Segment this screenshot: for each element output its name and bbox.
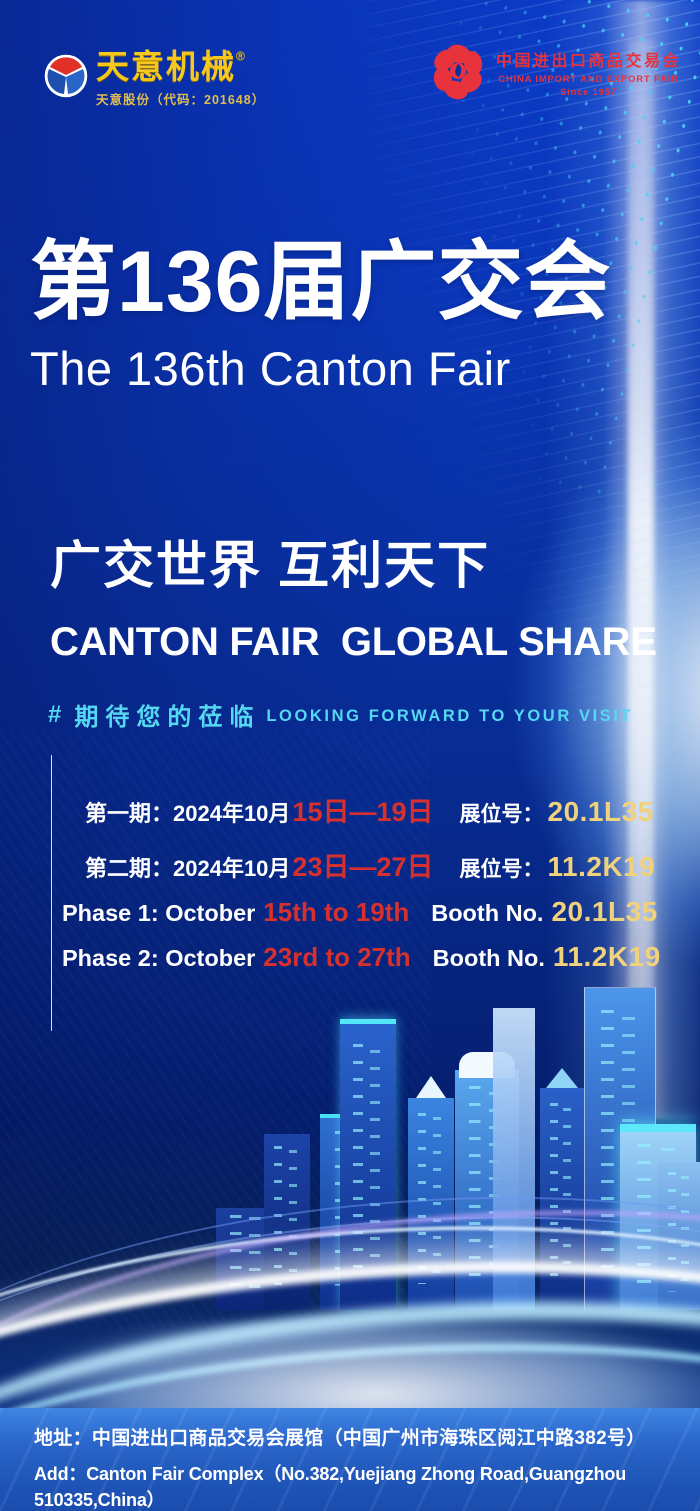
phase-prefix: Phase 2: October [62, 945, 256, 971]
company-name: 天意机械® [96, 48, 265, 85]
slogan-chinese: 广交世界 互利天下 [50, 537, 491, 594]
building [264, 1134, 310, 1310]
invitation-english: LOOKING FORWARD TO YOUR VISIT [266, 706, 634, 725]
schedule-row-phase2-en: Phase 2: October 23rd to 27th Booth No. … [62, 941, 661, 973]
invitation-chinese: 期待您的莅临 [74, 704, 261, 731]
booth-label: Booth No. [432, 945, 545, 971]
building [540, 1068, 584, 1310]
registered-trademark-mark: ® [236, 49, 247, 63]
invitation-line: # 期待您的莅临 LOOKING FORWARD TO YOUR VISIT [48, 697, 633, 732]
building [340, 1019, 396, 1310]
building [658, 1162, 700, 1310]
booth-number: 11.2K19 [552, 941, 661, 972]
city-skyline-illustration [0, 975, 700, 1310]
booth-number: 20.1L35 [547, 796, 654, 827]
building [408, 1076, 454, 1310]
phase-dates: 23rd to 27th [263, 942, 411, 972]
building [493, 1008, 535, 1310]
kapok-flower-icon [433, 44, 483, 100]
schedule-left-rule [51, 755, 52, 1031]
main-title-chinese: 第136届广交会 [30, 234, 612, 330]
booth-label: 展位号： [459, 803, 544, 826]
schedule-english: Phase 1: October 15th to 19th Booth No. … [62, 896, 661, 986]
schedule-chinese: 第一期：2024年10月 15日—19日 展位号： 20.1L35 第二期：20… [85, 790, 655, 900]
address-english: Add：Canton Fair Complex（No.382,Yuejiang … [34, 1463, 627, 1510]
schedule-row-phase1-cn: 第一期：2024年10月 15日—19日 展位号： 20.1L35 [85, 790, 655, 829]
booth-label: 展位号： [459, 858, 544, 881]
company-logo-icon [44, 54, 88, 98]
canton-fair-logo-text: 中国进出口商品交易会 CHINA IMPORT AND EXPORT FAIR … [496, 47, 681, 97]
address-chinese: 地址：中国进出口商品交易会展馆（中国广州市海珠区阅江中路382号） [34, 1428, 646, 1449]
fair-name-english: CHINA IMPORT AND EXPORT FAIR [498, 74, 679, 85]
fair-since-label: Since 1957 [560, 87, 617, 97]
booth-number: 11.2K19 [547, 851, 656, 882]
schedule-row-phase1-en: Phase 1: October 15th to 19th Booth No. … [62, 896, 661, 928]
headline-block: 第136届广交会 The 136th Canton Fair [30, 236, 612, 396]
slogan-english: CANTON FAIR GLOBAL SHARE [50, 620, 657, 664]
phase-prefix: 第一期：2024年10月 [85, 801, 291, 826]
phase-prefix: Phase 1: October [62, 900, 256, 926]
slogan-block: 广交世界 互利天下 CANTON FAIR GLOBAL SHARE [50, 524, 657, 665]
phase-prefix: 第二期：2024年10月 [85, 856, 291, 881]
canton-fair-logo: 中国进出口商品交易会 CHINA IMPORT AND EXPORT FAIR … [428, 40, 681, 104]
hash-mark: # [48, 700, 62, 728]
phase-dates: 15日—19日 [292, 797, 434, 827]
schedule-row-phase2-cn: 第二期：2024年10月 23日—27日 展位号： 11.2K19 [85, 845, 655, 884]
booth-label: Booth No. [431, 900, 544, 926]
fair-name-chinese: 中国进出口商品交易会 [496, 53, 682, 70]
company-name-text: 天意机械 [96, 48, 236, 85]
booth-number: 20.1L35 [551, 896, 658, 927]
phase-dates: 23日—27日 [292, 852, 434, 882]
main-title-english: The 136th Canton Fair [30, 341, 511, 395]
company-logo-text: 天意机械® 天意股份（代码：201648） [96, 48, 266, 108]
phase-dates: 15th to 19th [263, 897, 410, 927]
company-logo: 天意机械® 天意股份（代码：201648） [44, 48, 266, 108]
header: 天意机械® 天意股份（代码：201648） [0, 0, 700, 130]
address-footer: 地址：中国进出口商品交易会展馆（中国广州市海珠区阅江中路382号） Add：Ca… [0, 1408, 700, 1511]
company-stock-code: 天意股份（代码：201648） [96, 92, 266, 107]
